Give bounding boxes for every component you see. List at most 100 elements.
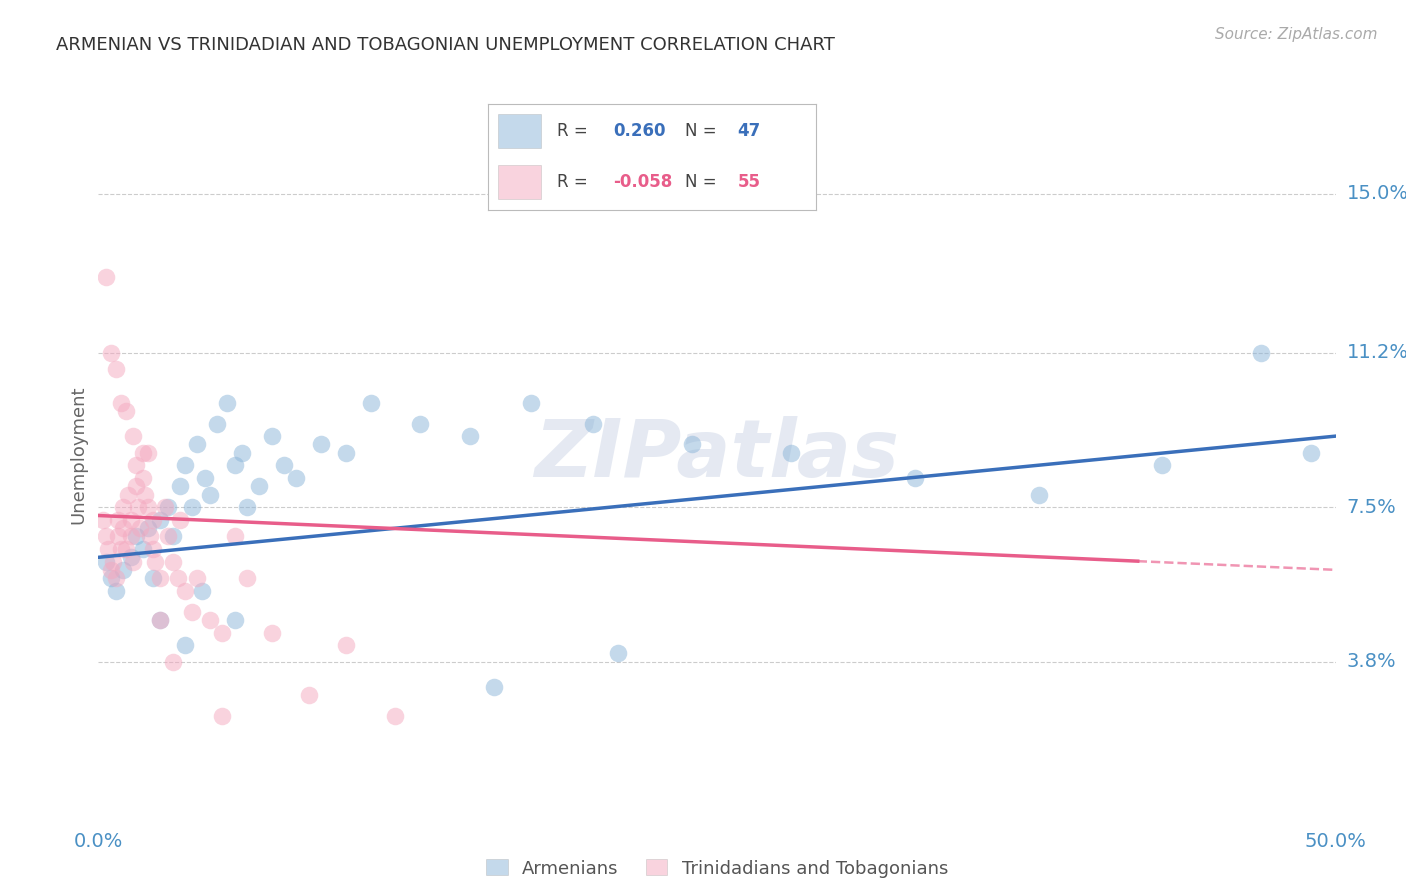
Point — [1152, 458, 1174, 473]
Point — [97, 541, 120, 556]
Point — [298, 688, 321, 702]
Point — [114, 541, 136, 556]
Text: Source: ZipAtlas.com: Source: ZipAtlas.com — [1215, 27, 1378, 42]
Point — [139, 529, 162, 543]
Point — [169, 513, 191, 527]
Point — [211, 709, 233, 723]
Point — [360, 395, 382, 409]
Point — [100, 571, 122, 585]
Point — [681, 437, 703, 451]
Point — [904, 471, 927, 485]
Point — [1299, 446, 1322, 460]
Point — [100, 345, 122, 359]
Point — [205, 417, 228, 431]
Point — [149, 513, 172, 527]
Point — [217, 395, 239, 409]
Point — [114, 404, 136, 418]
Point — [162, 554, 184, 568]
Text: 15.0%: 15.0% — [1347, 184, 1406, 203]
Text: 7.5%: 7.5% — [1347, 498, 1396, 516]
Point — [136, 521, 159, 535]
Point — [458, 429, 481, 443]
Point — [198, 488, 221, 502]
Point — [94, 270, 117, 285]
Point — [122, 554, 145, 568]
Legend: Armenians, Trinidadians and Tobagonians: Armenians, Trinidadians and Tobagonians — [479, 852, 955, 885]
Point — [198, 613, 221, 627]
Point — [224, 613, 246, 627]
Text: ARMENIAN VS TRINIDADIAN AND TOBAGONIAN UNEMPLOYMENT CORRELATION CHART: ARMENIAN VS TRINIDADIAN AND TOBAGONIAN U… — [56, 36, 835, 54]
Point — [166, 571, 188, 585]
Point — [112, 563, 135, 577]
Point — [409, 417, 432, 431]
Point — [174, 458, 197, 473]
Point — [110, 541, 132, 556]
Point — [285, 471, 308, 485]
Point — [94, 529, 117, 543]
Point — [107, 513, 129, 527]
Point — [186, 571, 208, 585]
Point — [107, 529, 129, 543]
Point — [155, 500, 177, 515]
Point — [1028, 488, 1050, 502]
Point — [93, 513, 115, 527]
Point — [129, 521, 152, 535]
Point — [100, 563, 122, 577]
Point — [607, 647, 630, 661]
Point — [142, 541, 165, 556]
Point — [136, 500, 159, 515]
Text: 3.8%: 3.8% — [1347, 652, 1396, 672]
Point — [582, 417, 605, 431]
Point — [162, 655, 184, 669]
Point — [335, 446, 357, 460]
Point — [156, 500, 179, 515]
Point — [143, 554, 166, 568]
Text: 11.2%: 11.2% — [1347, 343, 1406, 362]
Point — [142, 513, 165, 527]
Point — [273, 458, 295, 473]
Point — [120, 550, 142, 565]
Point — [236, 571, 259, 585]
Point — [247, 479, 270, 493]
Point — [134, 488, 156, 502]
Point — [1250, 345, 1272, 359]
Point — [335, 638, 357, 652]
Point — [149, 571, 172, 585]
Point — [120, 529, 142, 543]
Point — [260, 429, 283, 443]
Point — [104, 583, 127, 598]
Point — [156, 529, 179, 543]
Point — [142, 571, 165, 585]
Point — [132, 446, 155, 460]
Y-axis label: Unemployment: Unemployment — [69, 385, 87, 524]
Point — [174, 583, 197, 598]
Point — [122, 429, 145, 443]
Point — [780, 446, 803, 460]
Point — [94, 554, 117, 568]
Point — [124, 458, 146, 473]
Point — [112, 521, 135, 535]
Point — [309, 437, 332, 451]
Point — [132, 541, 155, 556]
Point — [149, 613, 172, 627]
Point — [136, 446, 159, 460]
Point — [174, 638, 197, 652]
Point — [231, 446, 253, 460]
Point — [103, 554, 125, 568]
Point — [117, 488, 139, 502]
Point — [162, 529, 184, 543]
Point — [124, 479, 146, 493]
Point — [169, 479, 191, 493]
Point — [520, 395, 543, 409]
Point — [110, 395, 132, 409]
Point — [191, 583, 214, 598]
Point — [149, 613, 172, 627]
Point — [224, 529, 246, 543]
Point — [104, 571, 127, 585]
Point — [104, 362, 127, 376]
Point — [120, 513, 142, 527]
Point — [181, 605, 204, 619]
Point — [132, 471, 155, 485]
Point — [484, 680, 506, 694]
Point — [186, 437, 208, 451]
